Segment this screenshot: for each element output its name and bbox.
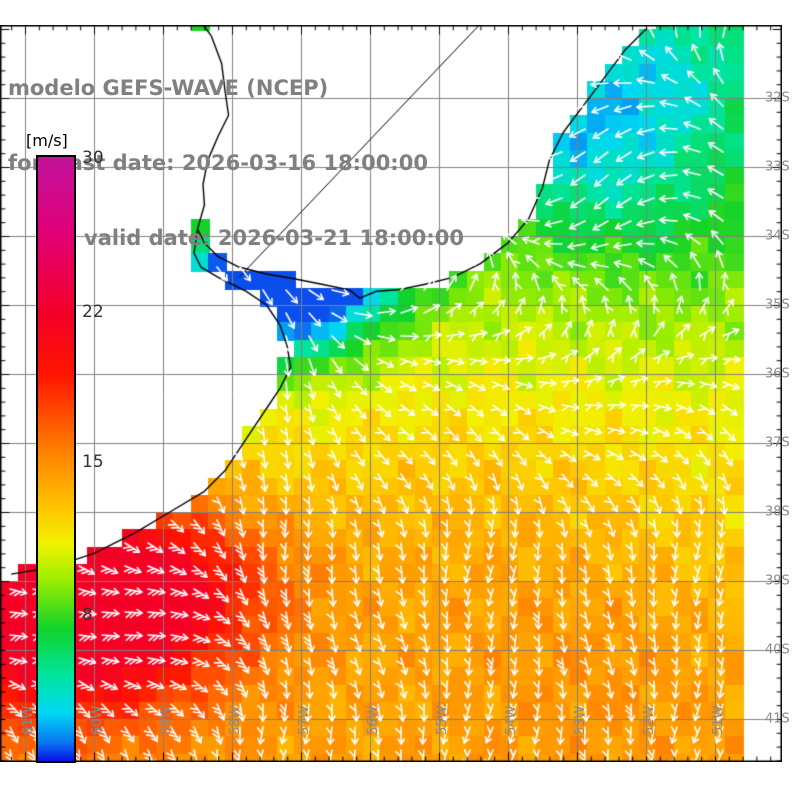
lat-label-38S: 38S [765, 504, 790, 520]
colorbar-units-label: [m/s] [26, 131, 68, 150]
lat-label-40S: 40S [765, 642, 790, 658]
lat-label-41S: 41S [765, 711, 790, 727]
lat-label-36S: 36S [765, 366, 790, 382]
colorbar [36, 155, 76, 763]
lat-label-39S: 39S [765, 573, 790, 589]
lat-label-37S: 37S [765, 435, 790, 451]
lat-label-34S: 34S [765, 228, 790, 244]
lon-label-53W: 53W [573, 705, 588, 735]
lat-label-33S: 33S [765, 159, 790, 175]
colorbar-tick-15: 15 [82, 452, 104, 472]
colorbar-tick-8: 8 [82, 605, 93, 625]
lon-label-57W: 57W [297, 705, 312, 735]
colorbar-tick-30: 30 [82, 148, 104, 168]
lat-label-35S: 35S [765, 297, 790, 313]
lon-label-52W: 52W [642, 705, 657, 735]
lon-label-61W: 61W [21, 705, 36, 735]
lon-label-58W: 58W [228, 705, 243, 735]
lon-label-54W: 54W [504, 705, 519, 735]
colorbar-tick-22: 22 [82, 302, 104, 322]
map-plot-area[interactable] [0, 25, 782, 762]
lat-label-32S: 32S [765, 90, 790, 106]
lon-label-56W: 56W [366, 705, 381, 735]
wind-speed-raster [0, 25, 782, 762]
lon-label-59W: 59W [159, 705, 174, 735]
lon-label-51W: 51W [711, 705, 726, 735]
colorbar-gradient [36, 155, 76, 763]
lon-label-55W: 55W [435, 705, 450, 735]
lon-label-60W: 60W [90, 705, 105, 735]
